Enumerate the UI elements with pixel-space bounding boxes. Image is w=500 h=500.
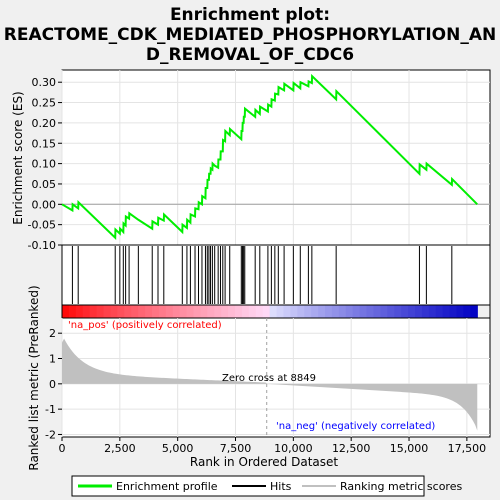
es-y-tick-label: -0.10 — [28, 239, 56, 252]
color-bar-segment — [117, 305, 125, 318]
es-y-axis-label: Enrichment score (ES) — [11, 91, 25, 224]
color-bar-segment — [172, 305, 181, 318]
es-y-tick-label: 0.20 — [32, 117, 57, 130]
color-bar-segment — [158, 305, 167, 318]
color-bar-segment — [124, 305, 132, 318]
metric-y-tick-label: 2 — [49, 327, 56, 340]
color-bar-segment — [165, 305, 174, 318]
color-bar-segment — [380, 305, 388, 318]
color-bar-segment — [359, 305, 368, 318]
x-tick-label: 15,000 — [390, 442, 429, 455]
color-bar-segment — [179, 305, 188, 318]
color-bar-segment — [345, 305, 354, 318]
pos-label: 'na_pos' (positively correlated) — [68, 320, 222, 331]
es-y-tick-label: 0.05 — [32, 178, 57, 191]
title-line-3: D_REMOVAL_OF_CDC6 — [146, 45, 354, 65]
color-bar-segment — [387, 305, 395, 318]
color-bar-segment — [311, 305, 319, 318]
color-bar-segment — [408, 305, 416, 318]
color-bar-segment — [103, 305, 112, 318]
color-bar-segment — [297, 305, 305, 318]
metric-y-tick-label: -1 — [45, 403, 56, 416]
color-bar-segment — [75, 305, 84, 318]
es-y-tick-label: -0.05 — [28, 219, 56, 232]
color-bar-segment — [470, 305, 478, 318]
color-bar-segment — [421, 305, 430, 318]
color-bar-segment — [269, 305, 278, 318]
x-tick-label: 17,500 — [448, 442, 487, 455]
es-y-tick-label: 0.25 — [32, 97, 57, 110]
color-bar-segment — [96, 305, 105, 318]
x-tick-label: 2,500 — [104, 442, 136, 455]
color-bar-segment — [414, 305, 423, 318]
color-bar-segment — [248, 305, 257, 318]
metric-y-axis-label: Ranked list metric (PreRanked) — [27, 285, 41, 470]
color-bar-segment — [228, 305, 236, 318]
legend-metric-label: Ranking metric scores — [340, 480, 462, 493]
color-bar-segment — [62, 305, 70, 318]
color-bar-segment — [338, 305, 347, 318]
x-tick-label: 7,500 — [220, 442, 252, 455]
color-bar-segment — [290, 305, 298, 318]
color-bar-segment — [456, 305, 465, 318]
color-bar-segment — [442, 305, 451, 318]
ranking-metric-area — [62, 338, 478, 431]
x-tick-label: 5,000 — [162, 442, 194, 455]
enrichment-profile-line — [61, 73, 478, 240]
color-bar-segment — [207, 305, 215, 318]
color-bar-segment — [401, 305, 409, 318]
color-bar-segment — [318, 305, 326, 318]
color-bar-segment — [138, 305, 146, 318]
neg-label: 'na_neg' (negatively correlated) — [276, 421, 435, 432]
es-y-tick-label: 0.00 — [32, 198, 57, 211]
x-tick-label: 0 — [59, 442, 66, 455]
color-bar-segment — [82, 305, 91, 318]
color-bar-segment — [262, 305, 271, 318]
color-bar-segment — [221, 305, 229, 318]
color-bar-segment — [151, 305, 160, 318]
color-bar-segment — [145, 305, 153, 318]
title-line-2: REACTOME_CDK_MEDIATED_PHOSPHORYLATION_AN — [4, 25, 496, 45]
color-bar-segment — [131, 305, 139, 318]
x-axis-label: Rank in Ordered Dataset — [190, 455, 338, 469]
color-bar-segment — [110, 305, 118, 318]
metric-y-tick-label: 0 — [49, 378, 56, 391]
x-tick-label: 12,500 — [332, 442, 371, 455]
es-y-tick-label: 0.10 — [32, 158, 57, 171]
legend-hits-label: Hits — [270, 480, 292, 493]
color-bar-segment — [193, 305, 202, 318]
color-bar-segment — [366, 305, 375, 318]
color-bar-segment — [428, 305, 437, 318]
legend-enrichment-label: Enrichment profile — [116, 480, 218, 493]
metric-y-tick-label: -2 — [45, 428, 56, 441]
color-bar-segment — [214, 305, 222, 318]
color-bar-segment — [373, 305, 381, 318]
color-bar-segment — [331, 305, 340, 318]
hits-panel — [61, 244, 491, 306]
color-bar-segment — [276, 305, 285, 318]
x-tick-label: 10,000 — [274, 442, 313, 455]
color-bar-segment — [241, 305, 250, 318]
color-bar-segment — [352, 305, 361, 318]
color-bar-segment — [255, 305, 264, 318]
es-y-tick-label: 0.30 — [32, 76, 57, 89]
metric-y-tick-label: 1 — [49, 353, 56, 366]
color-bar-segment — [186, 305, 195, 318]
color-bar-segment — [394, 305, 402, 318]
color-bar-segment — [449, 305, 458, 318]
color-bar-segment — [463, 305, 471, 318]
color-bar-segment — [200, 305, 208, 318]
color-bar-segment — [89, 305, 98, 318]
color-bar-segment — [283, 305, 292, 318]
color-bar-segment — [235, 305, 243, 318]
color-bar-segment — [435, 305, 444, 318]
title-line-1: Enrichment plot: — [170, 5, 330, 25]
color-bar-segment — [304, 305, 312, 318]
color-bar-segment — [325, 305, 333, 318]
zero-cross-label: Zero cross at 8849 — [222, 373, 316, 384]
color-bar-segment — [68, 305, 77, 318]
es-y-tick-label: 0.15 — [32, 137, 57, 150]
